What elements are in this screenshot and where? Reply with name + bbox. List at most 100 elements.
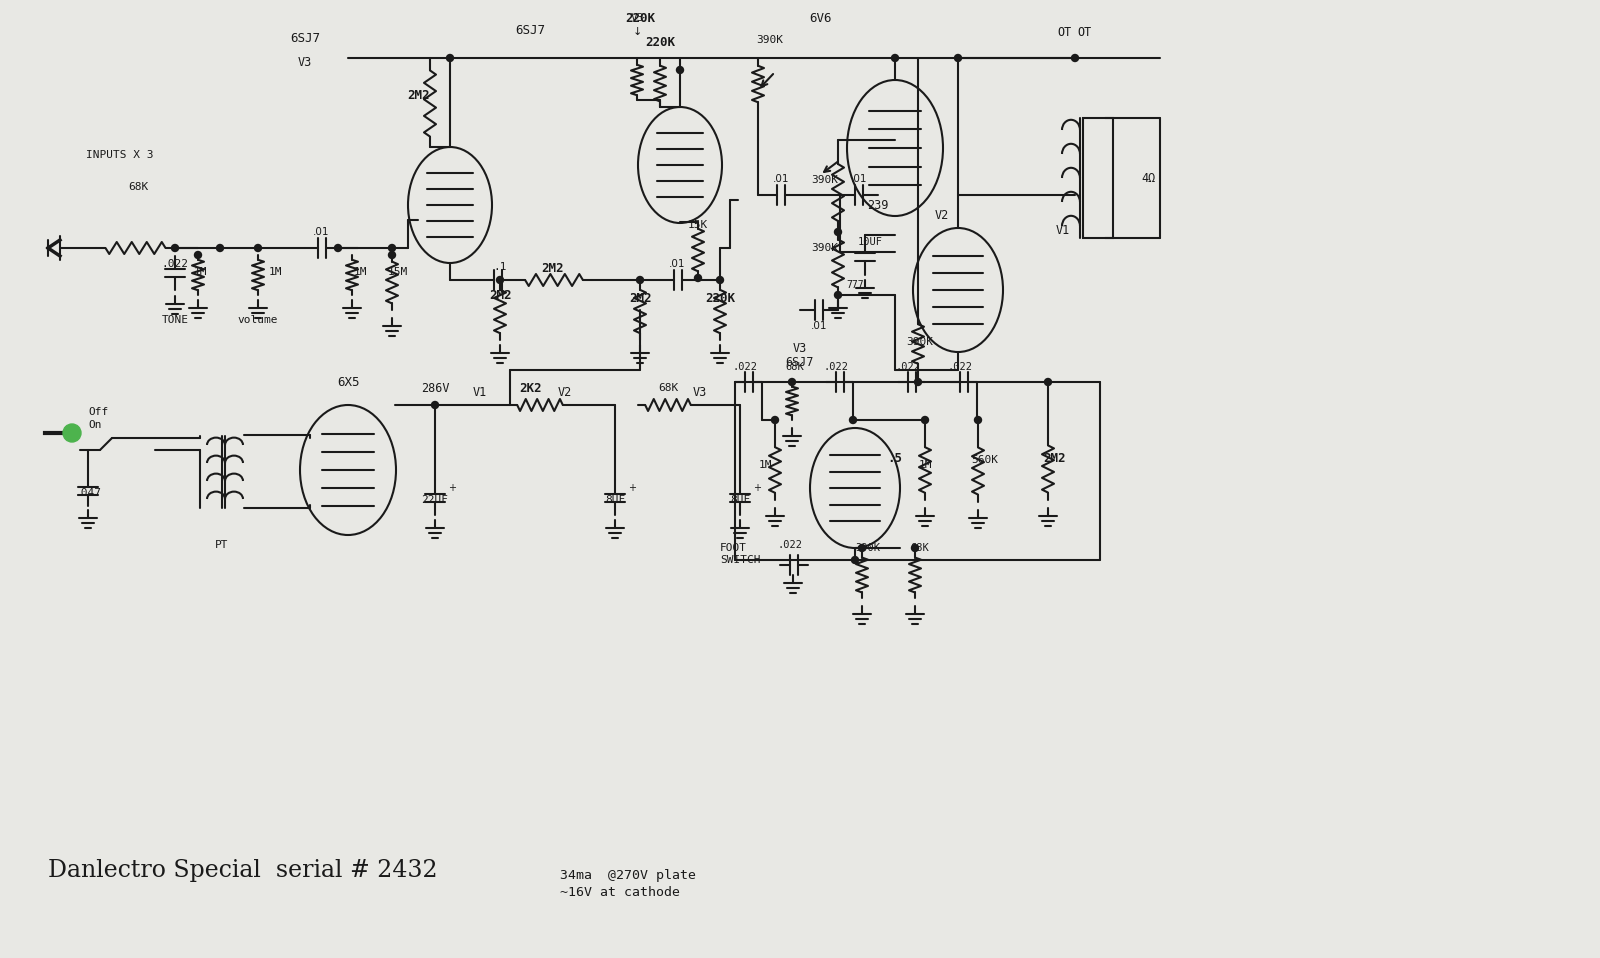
Text: V1: V1 (1056, 223, 1070, 237)
Text: 1M: 1M (354, 267, 366, 277)
Text: 220K: 220K (626, 11, 654, 25)
Circle shape (974, 417, 981, 423)
Circle shape (62, 424, 82, 442)
Text: 777: 777 (846, 280, 864, 290)
Text: 68K: 68K (910, 543, 930, 553)
Text: 6SJ7: 6SJ7 (786, 355, 814, 369)
Text: .1: .1 (493, 262, 507, 272)
Text: 390K: 390K (811, 175, 838, 185)
Circle shape (789, 378, 795, 385)
Circle shape (677, 66, 683, 74)
Text: 2K2: 2K2 (518, 381, 541, 395)
Text: 1M: 1M (918, 460, 931, 470)
Circle shape (637, 277, 643, 284)
Text: INPUTS X 3: INPUTS X 3 (86, 150, 154, 160)
Text: V3: V3 (794, 341, 806, 354)
Text: .022: .022 (162, 259, 189, 269)
Text: .5: .5 (888, 451, 902, 465)
Circle shape (496, 277, 504, 284)
Text: 390K: 390K (907, 337, 933, 347)
Text: 560K: 560K (971, 455, 998, 465)
Text: 8UF: 8UF (605, 495, 626, 505)
Text: V1: V1 (474, 385, 486, 399)
Text: .022: .022 (824, 362, 848, 372)
Circle shape (859, 544, 866, 552)
Text: +: + (627, 483, 637, 492)
Text: 6X5: 6X5 (336, 376, 360, 389)
Circle shape (446, 55, 453, 61)
Text: V2: V2 (934, 209, 949, 221)
Circle shape (389, 252, 395, 259)
Text: 2M2: 2M2 (541, 262, 563, 275)
Text: .01: .01 (773, 174, 789, 184)
Text: .022: .022 (733, 362, 757, 372)
Circle shape (717, 277, 723, 284)
Text: Danlectro Special  serial # 2432: Danlectro Special serial # 2432 (48, 858, 438, 881)
Circle shape (171, 244, 179, 252)
Text: 2M2: 2M2 (406, 88, 429, 102)
Text: V2: V2 (558, 385, 573, 399)
Text: .01: .01 (669, 259, 686, 269)
Text: 2M2: 2M2 (488, 288, 512, 302)
Text: .01: .01 (811, 321, 827, 331)
Text: OT: OT (1078, 26, 1093, 38)
Circle shape (1072, 55, 1078, 61)
Text: 1M: 1M (269, 267, 282, 277)
Text: 6V6: 6V6 (808, 11, 832, 25)
Text: .022: .022 (896, 362, 920, 372)
Text: ~16V at cathode: ~16V at cathode (560, 885, 680, 899)
Text: V3: V3 (630, 13, 643, 23)
Text: SWITCH: SWITCH (720, 555, 760, 565)
Text: 68K: 68K (128, 182, 149, 192)
Circle shape (850, 417, 856, 423)
Text: 239: 239 (867, 198, 888, 212)
Text: 15M: 15M (387, 267, 408, 277)
Circle shape (216, 244, 224, 252)
Text: 6SJ7: 6SJ7 (290, 32, 320, 44)
Text: 22UF: 22UF (421, 495, 448, 505)
Text: 6SJ7: 6SJ7 (515, 24, 546, 36)
Text: 4Ω: 4Ω (1141, 171, 1155, 185)
Circle shape (694, 275, 701, 282)
Text: 390K: 390K (856, 543, 880, 553)
Text: .047: .047 (75, 488, 101, 498)
Text: TONE: TONE (162, 315, 189, 325)
Text: 8UF: 8UF (730, 495, 750, 505)
Text: OT: OT (1058, 26, 1072, 38)
Text: .022: .022 (947, 362, 973, 372)
Circle shape (955, 55, 962, 61)
Text: 220K: 220K (645, 35, 675, 49)
Text: V3: V3 (298, 56, 312, 69)
Circle shape (389, 244, 395, 252)
Text: +: + (448, 483, 456, 492)
Circle shape (922, 417, 928, 423)
Circle shape (835, 229, 842, 236)
Text: 68K: 68K (658, 383, 678, 393)
Text: 15K: 15K (688, 220, 709, 230)
Circle shape (915, 378, 922, 385)
Circle shape (1045, 378, 1051, 385)
Text: 220K: 220K (706, 291, 734, 305)
Text: 34ma  @270V plate: 34ma @270V plate (560, 869, 696, 881)
Circle shape (254, 244, 261, 252)
Text: On: On (88, 420, 101, 430)
Text: .01: .01 (314, 227, 330, 237)
Circle shape (891, 55, 899, 61)
Text: ↓: ↓ (632, 27, 642, 37)
Text: .01: .01 (851, 174, 867, 184)
Circle shape (432, 401, 438, 408)
Circle shape (912, 544, 918, 552)
Text: 10UF: 10UF (858, 237, 883, 247)
Text: 1M: 1M (194, 267, 206, 277)
Text: V3: V3 (693, 385, 707, 399)
Text: 1M: 1M (758, 460, 771, 470)
Circle shape (771, 417, 779, 423)
Text: volume: volume (238, 315, 278, 325)
Text: FOOT: FOOT (720, 543, 747, 553)
Text: Off: Off (88, 407, 109, 417)
Text: .022: .022 (778, 540, 803, 550)
Circle shape (195, 252, 202, 259)
Text: 2M2: 2M2 (629, 291, 651, 305)
Text: 390K: 390K (757, 35, 784, 45)
Circle shape (334, 244, 341, 252)
